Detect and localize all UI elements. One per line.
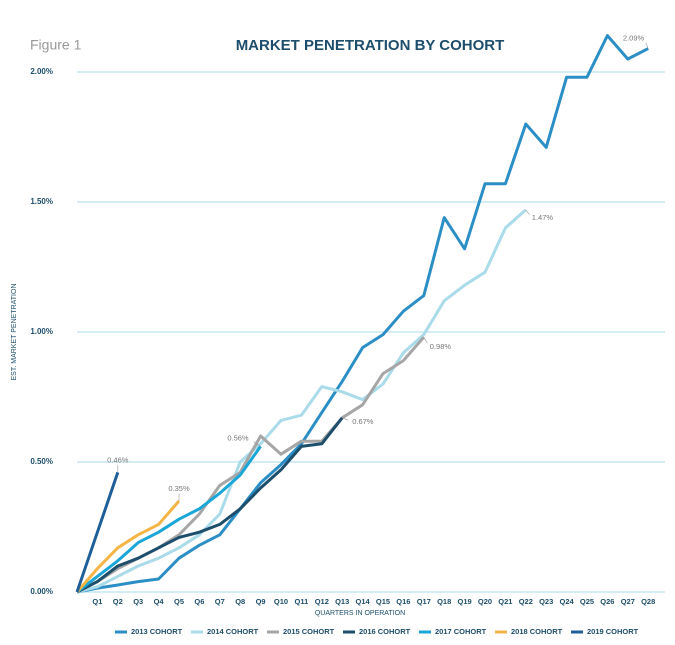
legend-label: 2015 COHORT [283, 627, 335, 636]
series-line [76, 445, 262, 594]
x-tick-label: Q14 [356, 597, 371, 606]
x-tick-label: Q13 [335, 597, 349, 606]
y-tick-label: 1.00% [30, 327, 53, 336]
x-axis-label: QUARTERS IN OPERATION [315, 610, 405, 617]
y-tick-label: 1.50% [30, 197, 53, 206]
x-tick-label: Q12 [315, 597, 329, 606]
value-label: 0.46% [107, 455, 129, 464]
value-label: 0.98% [430, 342, 452, 351]
x-tick-label: Q27 [621, 597, 635, 606]
x-tick-label: Q17 [417, 597, 431, 606]
value-label: 1.47% [532, 213, 554, 222]
series-line [76, 208, 527, 594]
legend-label: 2016 COHORT [359, 627, 411, 636]
legend-label: 2017 COHORT [435, 627, 487, 636]
x-tick-label: Q1 [92, 597, 102, 606]
x-tick-label: Q21 [498, 597, 512, 606]
series-line [75, 471, 120, 593]
y-tick-label: 0.00% [30, 587, 53, 596]
figure-label: Figure 1 [30, 37, 82, 53]
label-leader [525, 209, 530, 215]
label-leader [645, 42, 649, 49]
value-label: 0.35% [168, 484, 190, 493]
x-tick-label: Q28 [641, 597, 655, 606]
y-tick-label: 0.50% [30, 457, 53, 466]
x-tick-label: Q2 [113, 597, 123, 606]
x-tick-label: Q16 [396, 597, 410, 606]
value-label: 2.09% [623, 34, 645, 43]
series-line [76, 34, 649, 594]
x-tick-label: Q15 [376, 597, 390, 606]
x-tick-label: Q6 [194, 597, 204, 606]
x-tick-label: Q3 [133, 597, 143, 606]
x-tick-label: Q7 [215, 597, 225, 606]
legend-label: 2019 COHORT [587, 627, 639, 636]
value-label: 0.67% [352, 417, 374, 426]
label-leader [423, 337, 428, 344]
x-tick-label: Q4 [154, 597, 165, 606]
x-tick-label: Q20 [478, 597, 492, 606]
x-tick-label: Q26 [600, 597, 614, 606]
legend-label: 2018 COHORT [511, 627, 563, 636]
x-tick-label: Q23 [539, 597, 553, 606]
x-tick-label: Q11 [295, 597, 309, 606]
y-axis-label: EST. MARKET PENETRATION [11, 284, 18, 381]
y-tick-label: 2.00% [30, 67, 53, 76]
series-line [76, 336, 425, 594]
series-line [75, 500, 181, 593]
x-tick-label: Q18 [437, 597, 451, 606]
x-tick-label: Q19 [458, 597, 472, 606]
x-tick-label: Q22 [519, 597, 533, 606]
x-tick-label: Q8 [235, 597, 245, 606]
x-tick-label: Q5 [174, 597, 184, 606]
legend-label: 2013 COHORT [131, 627, 183, 636]
label-leader [342, 417, 349, 421]
chart-title: MARKET PENETRATION BY COHORT [236, 37, 505, 54]
label-leader [253, 441, 261, 447]
value-label: 0.56% [227, 433, 249, 442]
series-line [76, 416, 344, 594]
legend-label: 2014 COHORT [207, 627, 259, 636]
x-tick-label: Q25 [580, 597, 594, 606]
x-tick-label: Q10 [274, 597, 288, 606]
x-tick-label: Q9 [256, 597, 266, 606]
x-tick-label: Q24 [560, 597, 575, 606]
